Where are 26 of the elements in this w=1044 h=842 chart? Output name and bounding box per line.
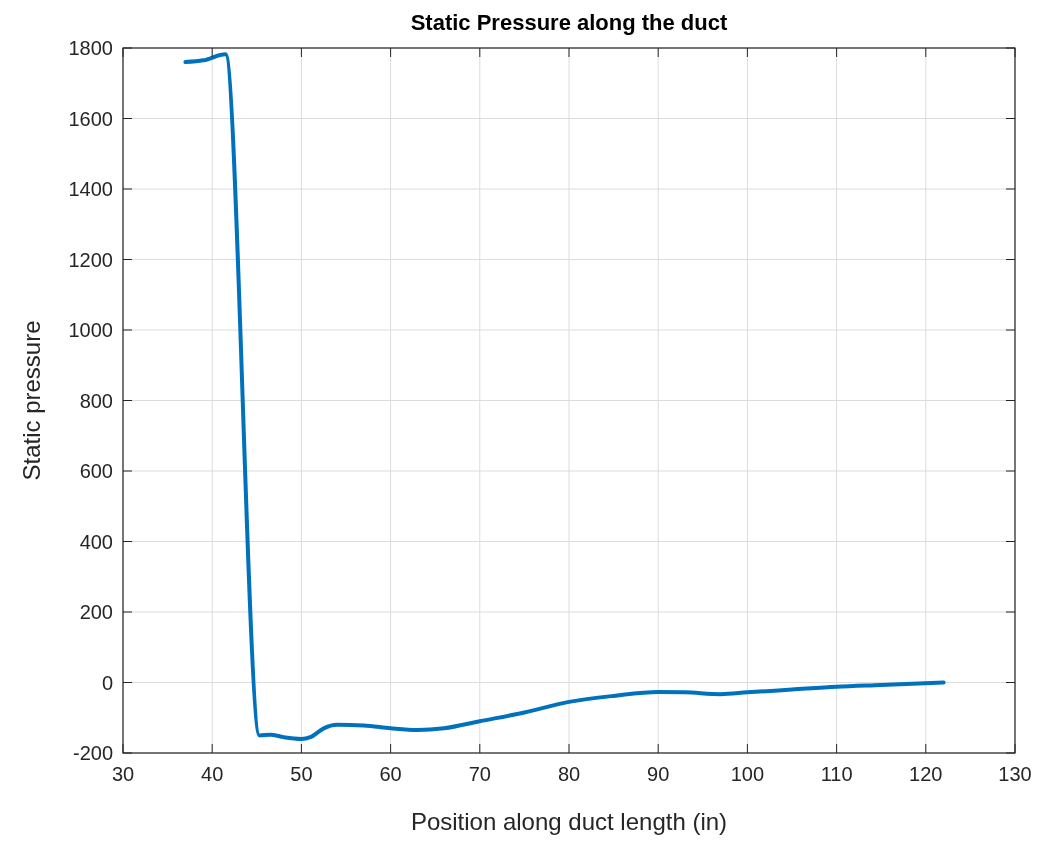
y-tick-label: 1200 (68, 248, 113, 271)
x-tick-label: 50 (290, 763, 313, 785)
y-tick-label: 0 (101, 671, 113, 694)
y-axis-title: Static pressure (18, 320, 45, 481)
y-tick-label: 1800 (68, 37, 113, 59)
y-tick-label: 600 (79, 460, 113, 482)
y-tick-label: -200 (72, 742, 113, 764)
x-tick-label: 80 (557, 763, 581, 785)
y-tick-label: 1000 (68, 319, 113, 341)
x-tick-label: 110 (820, 763, 853, 785)
y-tick-label: 1600 (68, 107, 113, 130)
x-tick-label: 60 (379, 763, 402, 785)
line-series (183, 52, 946, 741)
x-tick-label: 130 (998, 763, 1032, 785)
x-tick-label: 40 (201, 763, 224, 785)
y-tick-label: 400 (79, 530, 113, 553)
x-tick-label: 120 (909, 763, 943, 785)
y-tick-label: 800 (79, 389, 113, 412)
y-tick-label: 200 (79, 601, 113, 623)
y-tick-label: 1400 (68, 178, 113, 200)
chart-title: Static Pressure along the duct (410, 10, 728, 35)
x-tick-label: 70 (468, 763, 491, 785)
x-tick-label: 90 (647, 763, 670, 785)
x-axis-title: Position along duct length (in) (410, 808, 728, 835)
x-tick-label: 100 (730, 763, 765, 785)
x-tick-label: 30 (111, 763, 135, 785)
